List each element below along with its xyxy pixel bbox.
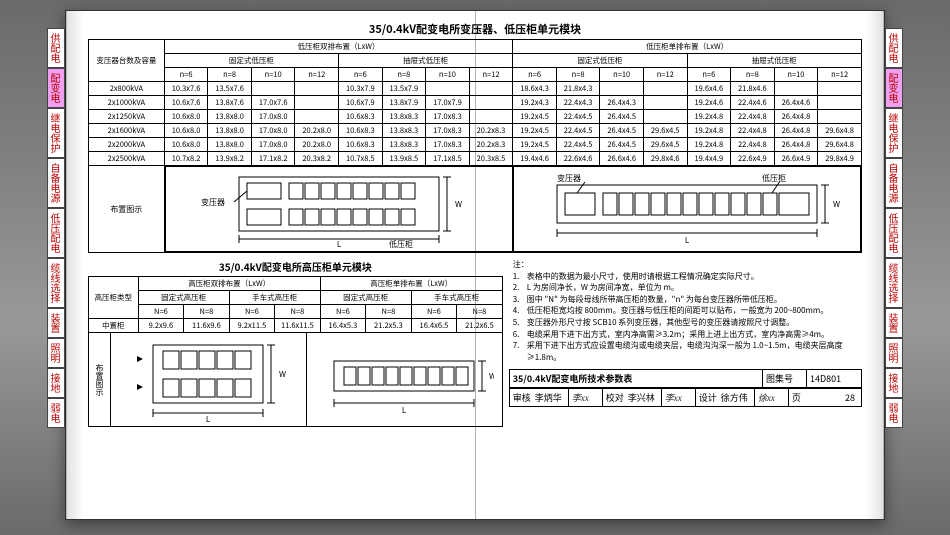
nav-tab[interactable]: 装置 [885,308,903,338]
drawing-title: 35/0.4kV配变电所技术参数表 [510,370,763,387]
note-item: 3.图中 "N" 为每段母线所带高压柜的数量，"n" 为每台变压器所带低压柜。 [513,294,862,306]
svg-text:L: L [685,235,690,246]
svg-text:变压器: 变压器 [557,173,581,184]
nav-tab[interactable]: 照明 [47,338,65,368]
signature: 李xx [569,389,603,406]
code-label: 图集号 [763,370,807,387]
nav-tab[interactable]: 接地 [885,368,903,398]
upper-diagram-single: L W 变压器 低压柜 [513,166,861,252]
notes-head: 注： [513,259,527,271]
upper-diag-rowhead: 布置图示 [89,166,165,252]
nav-tab[interactable]: 缆线选择 [47,258,65,308]
code-value: 14D801 [807,370,861,387]
nav-tab[interactable]: 接地 [47,368,65,398]
svg-text:低压柜: 低压柜 [762,173,786,184]
nav-tab[interactable]: 配变电 [885,68,903,108]
note-item: 4.低压柜柜宽均按 800mm。变压器与低压柜的间距可以贴布，一般宽为 200~… [513,305,862,317]
lower-diagram-double: L W [123,337,293,423]
upper-table: 变压器台数及容量低压柜双排布置（LxW）低压柜单排布置（LxW）固定式低压柜抽屉… [88,39,862,166]
note-item: 6.电缆采用下进下出方式，室内净高需≥3.2m；采用上进上出方式，室内净高需≥4… [513,329,862,341]
title-field: 页28 [789,389,861,406]
tab-strip-left: 供配电配变电继电保护自备电源低压配电缆线选择装置照明接地弱电 [47,28,65,428]
signature: 李xx [662,389,696,406]
svg-text:L: L [337,239,342,249]
nav-tab[interactable]: 自备电源 [47,158,65,208]
lower-diagram-row: 布置图示 L [88,333,503,427]
title-field: 设计徐方伟 [696,389,755,406]
svg-text:W: W [455,199,462,210]
tab-strip-right: 供配电配变电继电保护自备电源低压配电缆线选择装置照明接地弱电 [885,28,903,428]
nav-tab[interactable]: 弱电 [47,398,65,428]
lower-title: 35/0.4kV配变电所高压柜单元模块 [88,257,503,276]
svg-text:L: L [206,414,211,423]
svg-text:W: W [833,199,840,210]
svg-text:W: W [489,371,494,382]
lower-diagram-single: L W [314,337,494,423]
signature: 徐xx [755,389,789,406]
nav-tab[interactable]: 照明 [885,338,903,368]
nav-tab[interactable]: 装置 [47,308,65,338]
title-field: 校对李兴林 [603,389,662,406]
nav-tab[interactable]: 供配电 [885,28,903,68]
nav-tab[interactable]: 继电保护 [885,108,903,158]
svg-text:W: W [279,369,286,380]
title-block: 35/0.4kV配变电所技术参数表 图集号 14D801 审核李炳华李xx校对李… [509,369,862,407]
note-item: 5.变压器外形尺寸按 SCB10 系列变压器，其他型号的变压器请按照尺寸调整。 [513,317,862,329]
nav-tab[interactable]: 自备电源 [885,158,903,208]
upper-title: 35/0.4kV配变电所变压器、低压柜单元模块 [88,19,862,39]
page-content: 35/0.4kV配变电所变压器、低压柜单元模块 变压器台数及容量低压柜双排布置（… [88,19,862,511]
svg-text:L: L [402,405,407,416]
lower-table: 高压柜类型高压柜双排布置（LxW）高压柜单排布置（LxW）固定式高压柜手车式高压… [88,276,503,333]
upper-diagram-double: L W 变压器 低压柜 [165,166,513,252]
nav-tab[interactable]: 继电保护 [47,108,65,158]
nav-tab[interactable]: 低压配电 [47,208,65,258]
nav-tab[interactable]: 低压配电 [885,208,903,258]
nav-tab[interactable]: 供配电 [47,28,65,68]
note-item: 2.L 为房间净长，W 为房间净宽，单位为 m。 [513,282,862,294]
nav-tab[interactable]: 配变电 [47,68,65,108]
book-page: 35/0.4kV配变电所变压器、低压柜单元模块 变压器台数及容量低压柜双排布置（… [65,10,885,520]
notes: 注： 1.表格中的数据为最小尺寸，使用时请根据工程情况确定实际尺寸。2.L 为房… [509,257,862,363]
svg-text:低压柜: 低压柜 [389,239,413,249]
lower-diag-rowhead: 布置图示 [89,333,111,426]
note-item: 1.表格中的数据为最小尺寸，使用时请根据工程情况确定实际尺寸。 [513,271,862,283]
nav-tab[interactable]: 弱电 [885,398,903,428]
note-item: 7.采用下进下出方式应设置电缆沟或电缆夹层，电缆沟沟深一般为 1.0~1.5m，… [513,340,862,363]
svg-text:变压器: 变压器 [201,197,225,208]
nav-tab[interactable]: 缆线选择 [885,258,903,308]
title-field: 审核李炳华 [510,389,569,406]
